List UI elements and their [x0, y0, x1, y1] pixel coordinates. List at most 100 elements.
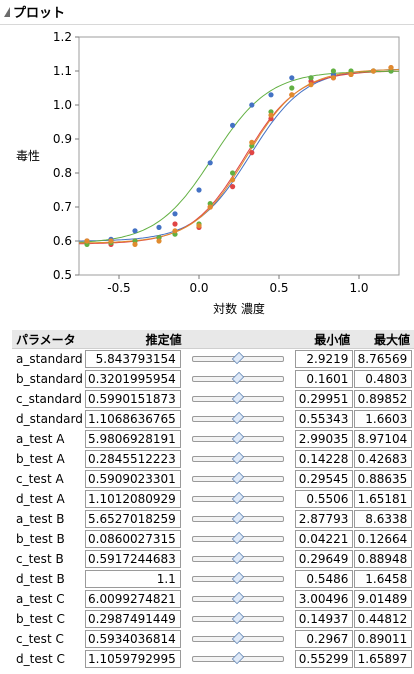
x-axis-label: 対数 濃度 — [213, 301, 265, 316]
param-slider[interactable] — [186, 649, 290, 669]
min-field[interactable]: 0.29649 — [295, 550, 354, 568]
param-slider[interactable] — [186, 409, 290, 429]
min-field[interactable]: 0.29545 — [295, 470, 354, 488]
param-slider[interactable] — [186, 609, 290, 629]
max-field[interactable]: 0.89011 — [354, 630, 413, 648]
min-field[interactable]: 0.29951 — [295, 390, 354, 408]
param-slider[interactable] — [186, 449, 290, 469]
table-row: b_test A 0.2845512223 0.14228 0.42683 — [12, 449, 414, 469]
param-slider[interactable] — [186, 489, 290, 509]
slider-thumb-icon[interactable] — [231, 411, 244, 425]
slider-thumb-icon[interactable] — [231, 611, 244, 625]
param-slider[interactable] — [186, 429, 290, 449]
data-point — [156, 238, 162, 244]
max-field[interactable]: 1.65897 — [354, 650, 413, 668]
estimate-field[interactable]: 0.3201995954 — [84, 370, 181, 388]
slider-thumb-icon[interactable] — [231, 351, 244, 365]
estimate-field[interactable]: 0.5917244683 — [84, 550, 181, 568]
param-name: a_test C — [16, 592, 65, 606]
min-field[interactable]: 0.55343 — [295, 410, 354, 428]
slider-thumb-icon[interactable] — [231, 371, 244, 385]
estimate-field[interactable]: 1.1068636765 — [84, 410, 181, 428]
param-slider[interactable] — [186, 389, 290, 409]
collapse-triangle-icon[interactable] — [4, 7, 10, 17]
slider-thumb-icon[interactable] — [231, 591, 244, 605]
min-field[interactable]: 0.5486 — [295, 570, 354, 588]
table-row: d_test C 1.1059792995 0.55299 1.65897 — [12, 649, 414, 669]
estimate-field[interactable]: 5.9806928191 — [84, 430, 181, 448]
min-field[interactable]: 0.1601 — [295, 370, 354, 388]
max-field[interactable]: 0.88948 — [354, 550, 413, 568]
min-field[interactable]: 0.2967 — [295, 630, 354, 648]
max-field[interactable]: 0.44812 — [354, 610, 413, 628]
param-slider[interactable] — [186, 589, 290, 609]
estimate-field[interactable]: 0.5990151873 — [84, 390, 181, 408]
estimate-field[interactable]: 1.1 — [84, 570, 181, 588]
data-point — [172, 221, 178, 227]
param-name: a_test A — [16, 432, 65, 446]
slider-thumb-icon[interactable] — [231, 471, 244, 485]
max-field[interactable]: 1.6458 — [354, 570, 413, 588]
slider-thumb-icon[interactable] — [231, 511, 244, 525]
estimate-field[interactable]: 0.5934036814 — [84, 630, 181, 648]
data-point — [289, 85, 295, 91]
fit-curve — [79, 68, 400, 242]
param-slider[interactable] — [186, 629, 290, 649]
max-field[interactable]: 0.12664 — [354, 530, 413, 548]
param-slider[interactable] — [186, 369, 290, 389]
max-field[interactable]: 9.01489 — [354, 590, 413, 608]
slider-thumb-icon[interactable] — [231, 571, 244, 585]
param-slider[interactable] — [186, 469, 290, 489]
y-tick-label: 0.5 — [53, 268, 72, 282]
min-field[interactable]: 0.55299 — [295, 650, 354, 668]
min-field[interactable]: 2.99035 — [295, 430, 354, 448]
estimate-field[interactable]: 5.843793154 — [84, 350, 181, 368]
estimate-field[interactable]: 0.2987491449 — [84, 610, 181, 628]
param-name: b_test A — [16, 452, 65, 466]
param-slider[interactable] — [186, 509, 290, 529]
slider-thumb-icon[interactable] — [231, 651, 244, 665]
max-field[interactable]: 0.89852 — [354, 390, 413, 408]
max-field[interactable]: 0.4803 — [354, 370, 413, 388]
estimate-field[interactable]: 1.1059792995 — [84, 650, 181, 668]
param-slider[interactable] — [186, 569, 290, 589]
slider-thumb-icon[interactable] — [231, 451, 244, 465]
min-field[interactable]: 0.04221 — [295, 530, 354, 548]
estimate-field[interactable]: 0.2845512223 — [84, 450, 181, 468]
max-field[interactable]: 1.6603 — [354, 410, 413, 428]
data-point — [330, 68, 336, 74]
estimate-field[interactable]: 0.5909023301 — [84, 470, 181, 488]
param-name: c_test B — [16, 552, 64, 566]
slider-thumb-icon[interactable] — [231, 531, 244, 545]
max-field[interactable]: 8.6338 — [354, 510, 413, 528]
min-field[interactable]: 0.14937 — [295, 610, 354, 628]
min-field[interactable]: 3.00496 — [295, 590, 354, 608]
param-name: c_standard — [16, 392, 82, 406]
estimate-field[interactable]: 5.6527018259 — [84, 510, 181, 528]
max-field[interactable]: 0.42683 — [354, 450, 413, 468]
min-field[interactable]: 0.14228 — [295, 450, 354, 468]
data-point — [249, 139, 255, 145]
min-field[interactable]: 2.9219 — [295, 350, 354, 368]
slider-thumb-icon[interactable] — [231, 551, 244, 565]
min-field[interactable]: 0.5506 — [295, 490, 354, 508]
min-field[interactable]: 2.87793 — [295, 510, 354, 528]
param-slider[interactable] — [186, 529, 290, 549]
param-slider[interactable] — [186, 549, 290, 569]
estimate-field[interactable]: 1.1012080929 — [84, 490, 181, 508]
table-row: d_standard 1.1068636765 0.55343 1.6603 — [12, 409, 414, 429]
table-row: a_test B 5.6527018259 2.87793 8.6338 — [12, 509, 414, 529]
slider-thumb-icon[interactable] — [231, 631, 244, 645]
max-field[interactable]: 1.65181 — [354, 490, 413, 508]
max-field[interactable]: 0.88635 — [354, 470, 413, 488]
max-field[interactable]: 8.97104 — [354, 430, 413, 448]
max-field[interactable]: 8.76569 — [354, 350, 413, 368]
data-point — [156, 224, 162, 230]
slider-thumb-icon[interactable] — [231, 391, 244, 405]
slider-thumb-icon[interactable] — [231, 431, 244, 445]
plot-header[interactable]: プロット — [0, 0, 414, 25]
estimate-field[interactable]: 0.0860027315 — [84, 530, 181, 548]
param-slider[interactable] — [186, 349, 290, 369]
slider-thumb-icon[interactable] — [231, 491, 244, 505]
estimate-field[interactable]: 6.0099274821 — [84, 590, 181, 608]
